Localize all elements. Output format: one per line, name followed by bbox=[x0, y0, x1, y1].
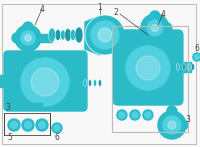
Text: 6: 6 bbox=[194, 44, 199, 52]
Circle shape bbox=[7, 118, 21, 132]
Circle shape bbox=[126, 46, 170, 90]
Ellipse shape bbox=[191, 64, 194, 71]
Circle shape bbox=[21, 118, 35, 132]
Circle shape bbox=[129, 109, 141, 121]
Circle shape bbox=[162, 23, 172, 33]
Ellipse shape bbox=[65, 29, 71, 41]
Circle shape bbox=[147, 20, 163, 36]
FancyBboxPatch shape bbox=[113, 30, 183, 105]
Circle shape bbox=[38, 122, 45, 128]
Circle shape bbox=[51, 122, 63, 134]
Ellipse shape bbox=[98, 80, 101, 86]
Circle shape bbox=[192, 52, 200, 62]
Circle shape bbox=[24, 122, 31, 128]
Text: 3: 3 bbox=[6, 103, 10, 112]
Circle shape bbox=[98, 28, 112, 42]
Circle shape bbox=[132, 112, 138, 118]
Circle shape bbox=[23, 22, 33, 32]
Circle shape bbox=[158, 111, 186, 139]
Ellipse shape bbox=[75, 27, 83, 43]
FancyBboxPatch shape bbox=[4, 51, 87, 111]
Circle shape bbox=[10, 122, 17, 128]
Ellipse shape bbox=[176, 64, 179, 71]
Circle shape bbox=[163, 116, 181, 134]
Text: 4: 4 bbox=[160, 10, 165, 19]
Circle shape bbox=[21, 58, 69, 106]
Circle shape bbox=[151, 25, 158, 31]
Circle shape bbox=[116, 109, 128, 121]
Ellipse shape bbox=[182, 64, 185, 71]
Bar bbox=[176, 62, 191, 72]
Ellipse shape bbox=[70, 30, 76, 41]
Bar bbox=[112, 26, 188, 132]
Circle shape bbox=[31, 68, 59, 96]
Text: 3: 3 bbox=[185, 116, 190, 125]
Ellipse shape bbox=[187, 64, 190, 71]
Bar bbox=[30, 103, 42, 108]
Circle shape bbox=[168, 121, 176, 129]
Circle shape bbox=[141, 14, 169, 42]
Text: 4: 4 bbox=[40, 5, 44, 14]
Circle shape bbox=[167, 106, 177, 116]
Circle shape bbox=[145, 112, 151, 118]
Circle shape bbox=[25, 35, 31, 41]
Text: 5: 5 bbox=[8, 133, 12, 142]
Circle shape bbox=[194, 55, 199, 60]
Circle shape bbox=[54, 125, 60, 131]
Text: 1: 1 bbox=[98, 3, 102, 12]
Circle shape bbox=[85, 15, 125, 55]
Circle shape bbox=[35, 118, 49, 132]
Ellipse shape bbox=[88, 80, 91, 86]
Bar bbox=[40, 34, 52, 42]
Circle shape bbox=[142, 109, 154, 121]
Ellipse shape bbox=[83, 80, 86, 86]
Circle shape bbox=[91, 21, 119, 49]
Ellipse shape bbox=[93, 80, 96, 86]
Text: 6: 6 bbox=[55, 133, 59, 142]
Circle shape bbox=[150, 11, 160, 21]
Circle shape bbox=[21, 31, 35, 45]
Text: 2: 2 bbox=[114, 8, 118, 17]
Circle shape bbox=[15, 25, 41, 51]
Circle shape bbox=[12, 33, 22, 43]
Bar bbox=[4, 113, 50, 135]
Circle shape bbox=[136, 56, 160, 80]
Circle shape bbox=[178, 120, 188, 130]
Bar bbox=[0, 75, 10, 87]
Circle shape bbox=[119, 112, 125, 118]
Ellipse shape bbox=[60, 30, 65, 40]
Polygon shape bbox=[85, 16, 100, 55]
Ellipse shape bbox=[55, 30, 61, 41]
Ellipse shape bbox=[48, 28, 55, 42]
